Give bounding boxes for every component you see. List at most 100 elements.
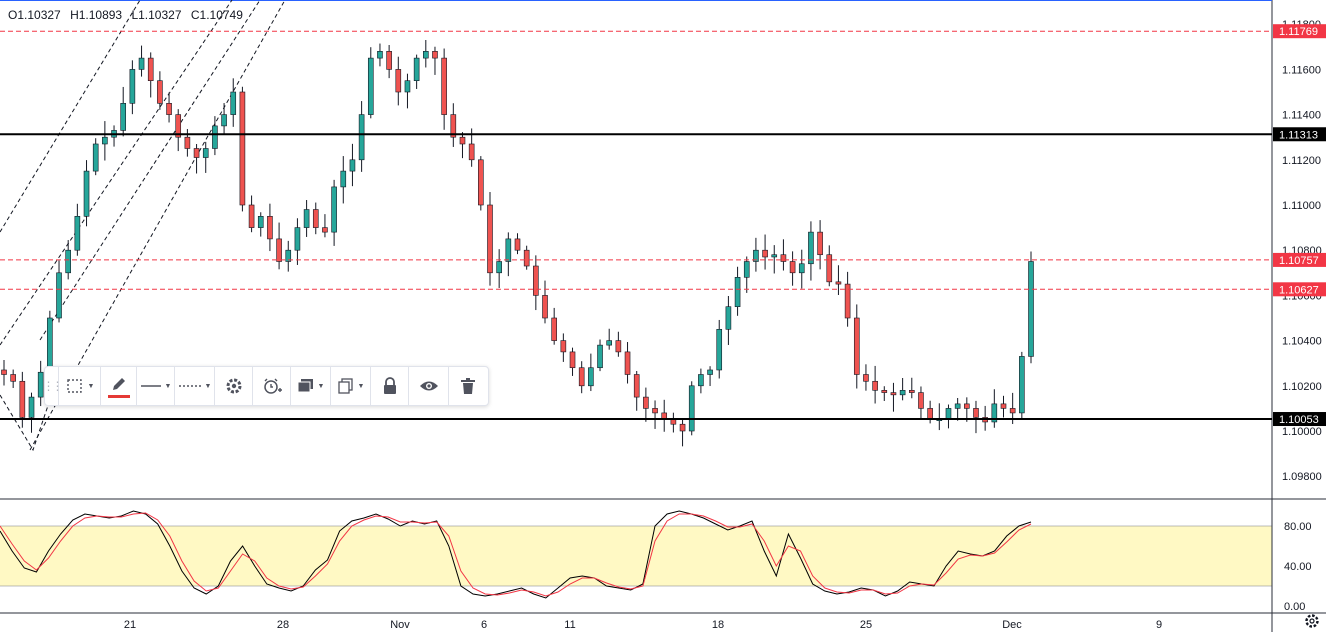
candle-body-54	[496, 261, 502, 274]
candle-body-109	[1000, 403, 1007, 409]
drag-handle[interactable]: ⋮⋮	[43, 367, 64, 405]
candle-body-26	[239, 91, 246, 206]
candle-body-27	[248, 204, 255, 228]
candle-body-95	[872, 380, 878, 391]
price-tick-label: 1.11400	[1282, 110, 1321, 122]
candle-body-53	[487, 204, 493, 274]
pencil-icon	[112, 377, 125, 390]
price-label-box	[1273, 127, 1326, 142]
candle-body-24	[221, 114, 227, 127]
candle-body-56	[514, 238, 521, 251]
layers-button[interactable]: ▼	[291, 367, 331, 405]
candle-body-60	[551, 317, 557, 341]
candle-body-89	[817, 231, 823, 256]
candle-body-106	[973, 408, 979, 418]
candle-body-50	[459, 136, 466, 145]
candle-body-13	[120, 103, 127, 131]
select-area-button[interactable]: ▼	[59, 367, 101, 405]
lock-button[interactable]	[371, 367, 409, 405]
price-label-box	[1273, 412, 1326, 427]
candle-body-58	[533, 265, 539, 296]
candle-body-79	[725, 306, 732, 330]
candle-body-3	[28, 396, 35, 418]
candle-body-96	[881, 390, 888, 393]
candle-body-51	[468, 143, 475, 161]
candle-body-91	[835, 281, 842, 285]
dash-style-button[interactable]: ▼	[175, 367, 215, 405]
low-value: L1.10327	[131, 8, 182, 22]
time-tick-label: 28	[277, 619, 289, 631]
candle-body-93	[853, 317, 860, 375]
candle-body-45	[413, 57, 420, 81]
candle-body-98	[899, 390, 906, 396]
price-label-text: 1.10757	[1279, 255, 1319, 267]
candle-body-30	[276, 238, 282, 262]
candle-body-7	[65, 249, 71, 274]
settings-button[interactable]	[215, 367, 253, 405]
gear-icon	[226, 378, 241, 394]
candle-body-46	[423, 51, 429, 59]
clone-button[interactable]: ▼	[331, 367, 371, 405]
chevron-down-icon: ▼	[87, 382, 95, 390]
time-tick-label: 21	[124, 619, 136, 631]
candle-body-36	[331, 186, 337, 233]
candle-body-6	[56, 272, 62, 319]
candle-body-23	[212, 125, 218, 149]
candle-body-38	[349, 159, 356, 172]
stochastic-band	[0, 526, 1272, 586]
candle-body-85	[780, 254, 787, 262]
price-label-box	[1273, 24, 1326, 39]
candle-body-104	[954, 403, 961, 409]
candle-body-40	[367, 57, 374, 115]
color-swatch	[107, 394, 130, 398]
candle-body-48	[441, 57, 447, 115]
time-tick-label: 18	[712, 619, 724, 631]
candle-body-59	[542, 295, 548, 319]
solid-line-icon	[140, 385, 161, 387]
candle-body-81	[743, 261, 750, 278]
candle-body-99	[908, 390, 915, 393]
candle-body-18	[166, 103, 172, 115]
candle-body-14	[129, 69, 136, 104]
candle-body-33	[303, 209, 310, 228]
candle-body-20	[184, 136, 191, 149]
line-style-button[interactable]: ▼	[137, 367, 175, 405]
candle-body-31	[285, 249, 292, 262]
lock-icon	[383, 377, 396, 394]
candle-body-44	[404, 80, 411, 93]
time-tick-label: 6	[481, 619, 487, 631]
candle-body-4	[37, 371, 44, 398]
price-tick-label: 1.11000	[1282, 200, 1321, 212]
candle-body-57	[523, 249, 530, 267]
select-area-icon	[66, 379, 82, 393]
drawing-toolbar: ⋮⋮ ▼ ▼ ▼ ▼ ▼	[43, 366, 489, 406]
candle-body-100	[918, 392, 924, 409]
open-value: O1.10327	[8, 8, 61, 22]
price-label-box	[1273, 252, 1326, 267]
candle-body-103	[945, 408, 952, 420]
visibility-button[interactable]	[409, 367, 449, 405]
chart-settings-gear-icon[interactable]	[1304, 613, 1320, 629]
candle-body-76	[698, 374, 704, 387]
delete-button[interactable]	[449, 367, 486, 405]
chevron-down-icon: ▼	[204, 382, 212, 390]
add-alert-button[interactable]	[253, 367, 291, 405]
osc-tick-label: 80.00	[1284, 521, 1312, 533]
candle-body-35	[322, 227, 328, 233]
channel-line-0	[0, 0, 141, 233]
candle-body-9	[83, 170, 90, 217]
copy-icon	[337, 378, 353, 394]
candle-body-110	[1009, 408, 1016, 414]
pencil-button[interactable]	[101, 367, 137, 405]
candle-body-43	[395, 69, 402, 93]
candle-body-37	[340, 170, 347, 188]
price-tick-label: 1.10200	[1282, 381, 1322, 393]
high-value: H1.10893	[70, 8, 123, 22]
candle-body-28	[257, 216, 264, 228]
candle-body-19	[175, 114, 182, 138]
price-label-text: 1.10627	[1279, 284, 1319, 296]
candle-body-62	[569, 351, 576, 369]
price-tick-label: 1.11600	[1282, 64, 1321, 76]
